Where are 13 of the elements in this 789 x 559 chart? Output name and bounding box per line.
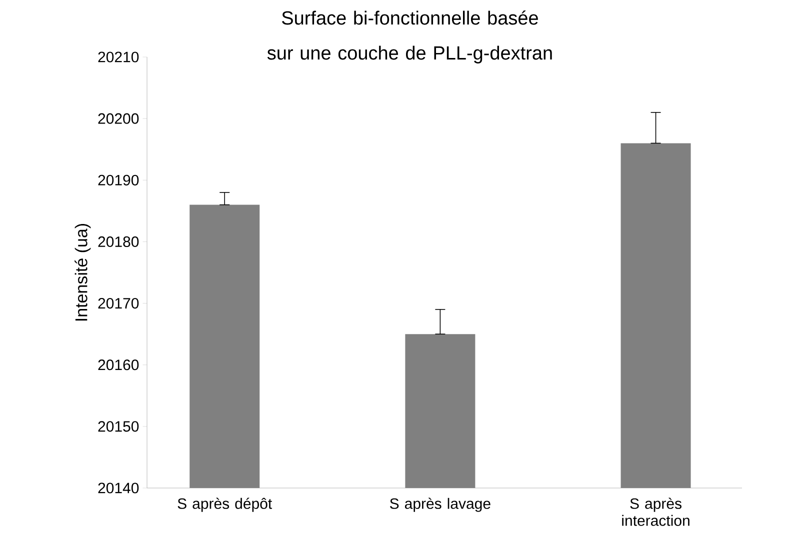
chart-title: Surface bi-fonctionnelle basée sur une couche de PLL-g-dextran: [267, 10, 552, 64]
y-tick-label: 20160: [98, 360, 139, 370]
y-axis-title: Intensité (ua): [74, 224, 91, 321]
x-tick-label: S après interaction: [622, 498, 690, 526]
y-tick-label: 20170: [98, 298, 139, 309]
y-tick-label: 20140: [98, 482, 139, 494]
y-tick-label: 20150: [98, 421, 139, 432]
y-tick-label: 20190: [98, 174, 139, 186]
x-tick-label: S après dépôt: [178, 498, 272, 512]
x-tick-label: S après lavage: [390, 498, 490, 512]
y-tick-label: 20180: [98, 236, 139, 248]
y-tick-label: 20200: [98, 113, 139, 124]
y-tick-label: 20210: [98, 52, 139, 62]
